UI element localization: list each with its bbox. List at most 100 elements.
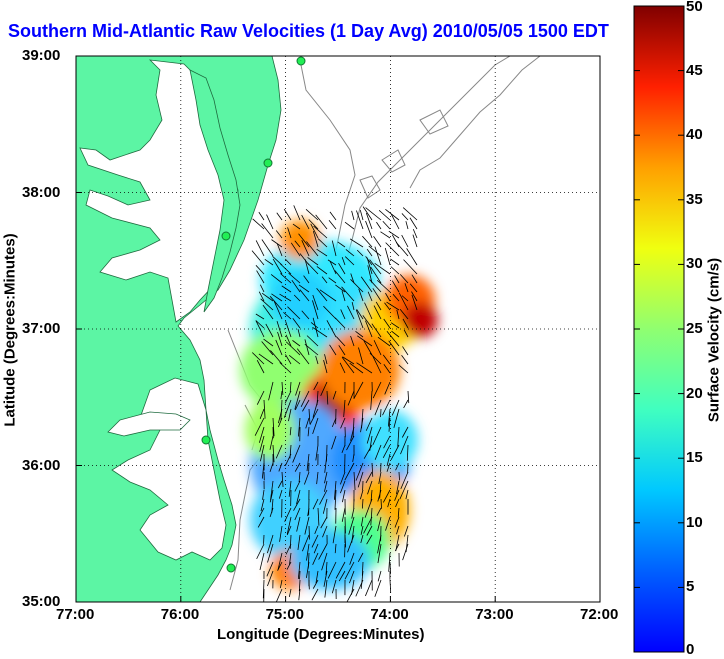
velocity-vector — [304, 343, 319, 356]
velocity-vector — [402, 543, 409, 561]
velocity-vector — [360, 570, 364, 589]
velocity-vector — [387, 498, 391, 508]
velocity-vector — [302, 534, 310, 552]
velocity-vector — [311, 588, 319, 601]
velocity-vector — [307, 263, 319, 275]
velocity-vector — [374, 399, 382, 416]
velocity-vector — [353, 381, 364, 399]
velocity-vector — [363, 340, 373, 356]
velocity-vector — [280, 390, 283, 400]
velocity-vector — [347, 390, 355, 406]
velocity-vector — [281, 471, 284, 487]
velocity-vector — [343, 399, 346, 418]
velocity-vector — [316, 266, 328, 275]
velocity-vector — [269, 462, 274, 472]
velocity-vector — [300, 390, 310, 408]
velocity-vector — [356, 362, 373, 374]
velocity-vector — [324, 471, 328, 484]
velocity-vector — [409, 283, 418, 293]
colorbar-tick-label: 5 — [686, 578, 695, 596]
velocity-vector — [394, 516, 400, 528]
velocity-patch — [320, 330, 400, 410]
velocity-vector — [294, 480, 301, 492]
velocity-vector — [350, 273, 355, 284]
velocity-vector — [298, 284, 310, 293]
velocity-vector — [292, 444, 301, 463]
velocity-vector — [356, 309, 364, 320]
velocity-vector — [315, 355, 319, 365]
velocity-vector — [313, 381, 319, 391]
velocity-vector — [304, 339, 310, 356]
velocity-vector — [339, 362, 346, 374]
velocity-vector — [336, 336, 346, 347]
velocity-vector — [385, 516, 391, 531]
velocity-vector — [289, 426, 292, 436]
velocity-vector — [390, 213, 400, 230]
velocity-vector — [341, 507, 346, 522]
velocity-vector — [376, 279, 391, 293]
velocity-vector — [272, 258, 283, 275]
velocity-vector — [316, 248, 328, 257]
velocity-vector — [334, 480, 337, 500]
velocity-vector — [391, 330, 400, 338]
velocity-vector — [366, 426, 373, 444]
velocity-vector — [306, 561, 310, 579]
velocity-vector — [325, 561, 328, 576]
bathymetry-contour — [409, 56, 541, 189]
velocity-vector — [363, 444, 373, 459]
velocity-vector — [294, 399, 301, 411]
velocity-vector — [288, 354, 301, 365]
velocity-vector — [312, 294, 319, 311]
velocity-vector — [309, 408, 319, 425]
velocity-vector — [275, 444, 283, 459]
velocity-vector — [376, 221, 382, 230]
velocity-vector — [283, 312, 292, 320]
velocity-vector — [321, 552, 328, 571]
velocity-vector — [279, 525, 283, 542]
velocity-vector — [292, 223, 301, 230]
velocity-vector — [373, 340, 382, 356]
velocity-vector — [340, 417, 346, 429]
velocity-vector — [339, 471, 346, 485]
velocity-vector — [261, 239, 274, 257]
velocity-vector — [369, 279, 382, 293]
velocity-vector — [374, 444, 382, 460]
velocity-vector — [390, 444, 400, 461]
velocity-vector — [400, 435, 409, 455]
velocity-vector — [359, 489, 364, 500]
velocity-vector — [291, 279, 301, 293]
velocity-vector — [259, 552, 265, 571]
velocity-vector — [338, 345, 346, 356]
velocity-vector — [370, 507, 373, 526]
velocity-vector — [371, 323, 382, 338]
velocity-patch — [240, 330, 320, 410]
velocity-vector — [403, 259, 418, 275]
velocity-vector — [271, 293, 283, 302]
velocity-vector — [255, 240, 265, 257]
velocity-vector — [401, 426, 409, 438]
velocity-vector — [266, 561, 274, 577]
velocity-vector — [358, 347, 364, 365]
velocity-vector — [394, 275, 400, 284]
velocity-vector — [332, 525, 337, 544]
velocity-vector — [259, 435, 265, 452]
velocity-vector — [362, 235, 373, 248]
velocity-vector — [353, 471, 356, 491]
velocity-vector — [306, 543, 310, 561]
velocity-vector — [316, 471, 319, 485]
velocity-vector — [370, 390, 373, 410]
velocity-vector — [376, 507, 382, 516]
velocity-vector — [270, 274, 283, 284]
velocity-vector — [275, 230, 283, 239]
velocity-vector — [276, 212, 283, 221]
velocity-vector — [256, 270, 265, 284]
velocity-vector — [324, 480, 328, 492]
velocity-vector — [395, 242, 409, 257]
velocity-vector — [255, 265, 265, 275]
velocity-vector — [315, 570, 319, 584]
velocity-vector — [270, 480, 274, 501]
velocity-vector — [279, 579, 283, 589]
velocity-vector — [369, 259, 382, 275]
velocity-vector — [347, 534, 355, 553]
velocity-vector — [286, 525, 292, 536]
